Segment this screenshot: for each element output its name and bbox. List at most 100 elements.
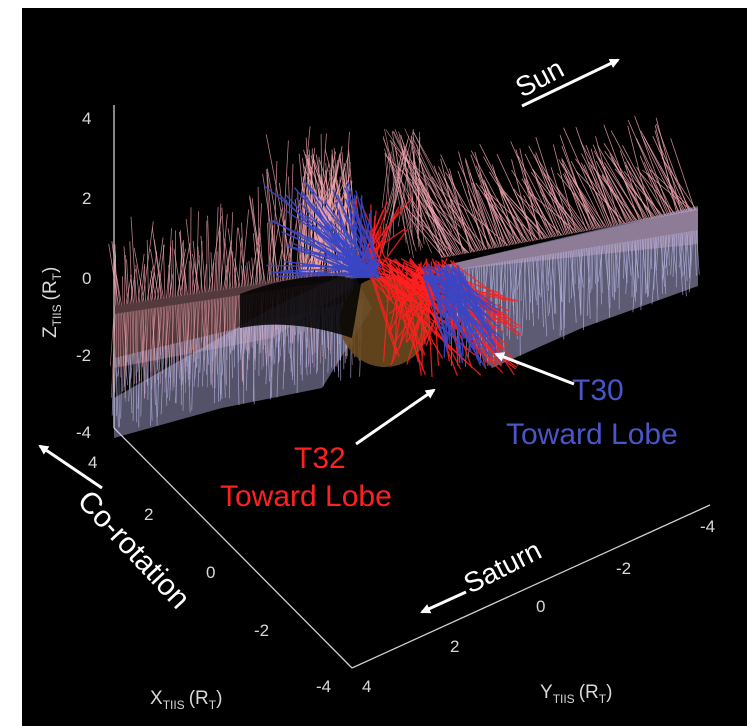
z-tick-label: 4	[82, 109, 91, 128]
pink-vector	[179, 243, 191, 297]
pink-vector	[141, 309, 145, 368]
pink-vector	[513, 188, 550, 239]
pink-vector	[219, 227, 223, 290]
blue-vector	[315, 256, 356, 274]
lavender-vector	[137, 351, 141, 409]
sun-label: Sun	[510, 53, 569, 104]
lavender-vector	[169, 344, 173, 401]
pink-vector	[489, 171, 535, 242]
pink-vector	[382, 151, 392, 236]
corotation-annotation: Co-rotation	[71, 484, 196, 615]
lavender-vector	[187, 340, 191, 413]
lavender-vector	[282, 316, 287, 390]
pink-vector	[179, 231, 188, 296]
pink-vector	[561, 159, 590, 231]
pink-vector	[111, 241, 121, 306]
lavender-vector	[147, 349, 149, 400]
pink-vector	[399, 134, 415, 209]
blue-vector	[428, 277, 478, 327]
red-vector	[361, 205, 392, 273]
pink-vector	[203, 300, 208, 372]
lavender-vector	[641, 239, 648, 293]
lavender-vector	[218, 332, 221, 401]
blue-vector	[273, 271, 382, 277]
lavender-vector	[622, 242, 628, 279]
pink-vector	[572, 179, 604, 229]
pink-vector	[575, 158, 624, 225]
lavender-vector	[213, 333, 215, 404]
pink-vector	[592, 144, 628, 224]
sun-annotation: Sun	[510, 53, 569, 104]
lavender-vector	[677, 233, 684, 296]
pink-vector	[595, 136, 621, 225]
pink-vector	[417, 149, 444, 251]
pink-vector	[280, 140, 289, 282]
x-tick-label: -2	[254, 621, 269, 640]
lavender-vector	[154, 348, 158, 426]
pink-vector	[132, 311, 134, 356]
lavender-vector	[501, 261, 507, 301]
lavender-vector	[694, 230, 697, 276]
lavender-vector	[266, 321, 270, 382]
pink-vector	[382, 136, 417, 252]
pink-vector	[129, 241, 133, 304]
lavender-vector	[563, 251, 568, 317]
lavender-vector	[111, 357, 115, 416]
lavender-vector	[590, 247, 592, 293]
pink-vector	[412, 190, 458, 256]
lavender-vector	[570, 250, 574, 299]
lavender-vector	[591, 247, 594, 290]
lavender-vector	[672, 233, 676, 278]
lavender-vector	[182, 341, 185, 411]
lavender-vector	[688, 230, 694, 293]
pink-vector	[641, 169, 693, 212]
pink-vector	[489, 193, 539, 241]
pink-vector	[563, 127, 608, 228]
lavender-vector	[132, 353, 135, 421]
lavender-vector	[647, 237, 650, 289]
y-tick-label: 4	[362, 677, 371, 696]
pink-vector	[524, 178, 556, 237]
lavender-vector	[185, 340, 188, 367]
pink-vector	[173, 248, 182, 296]
lavender-vector	[615, 243, 618, 293]
blue-vector	[344, 198, 375, 268]
lavender-vector	[252, 324, 255, 402]
lavender-vector	[155, 347, 158, 380]
lavender-vector	[144, 350, 147, 382]
lavender-vector	[553, 253, 556, 314]
pink-vector	[445, 171, 493, 249]
pink-vector	[139, 310, 143, 357]
lavender-vector	[512, 259, 518, 306]
lavender-vector	[234, 328, 237, 350]
pink-vector	[601, 174, 634, 223]
lavender-vector	[679, 232, 684, 268]
lavender-vector	[535, 256, 541, 296]
lavender-vector	[221, 331, 226, 376]
blue-vector	[455, 275, 497, 348]
blue-vector	[445, 271, 457, 321]
lavender-vector	[532, 256, 537, 301]
lavender-vector	[546, 254, 549, 292]
corotation-label: Co-rotation	[71, 484, 196, 615]
x-axis-line	[113, 427, 353, 669]
pink-vector	[149, 279, 154, 301]
pink-vector	[408, 217, 444, 258]
lavender-vector	[517, 258, 523, 290]
pink-vector	[412, 151, 430, 220]
lavender-vector	[181, 341, 184, 385]
pink-vector	[158, 306, 163, 347]
pink-vector	[237, 227, 247, 287]
pink-vector	[413, 132, 458, 213]
pink-vector	[635, 138, 675, 215]
pink-vector	[417, 175, 462, 255]
pink-vector	[207, 215, 211, 292]
pink-vector	[214, 206, 219, 291]
blue-vector	[444, 269, 448, 353]
lavender-vector	[623, 241, 625, 279]
pink-vector	[130, 216, 137, 303]
lavender-vector	[264, 321, 266, 346]
lavender-vector	[625, 241, 630, 294]
lavender-vector	[197, 337, 201, 388]
red-vector	[376, 265, 393, 301]
